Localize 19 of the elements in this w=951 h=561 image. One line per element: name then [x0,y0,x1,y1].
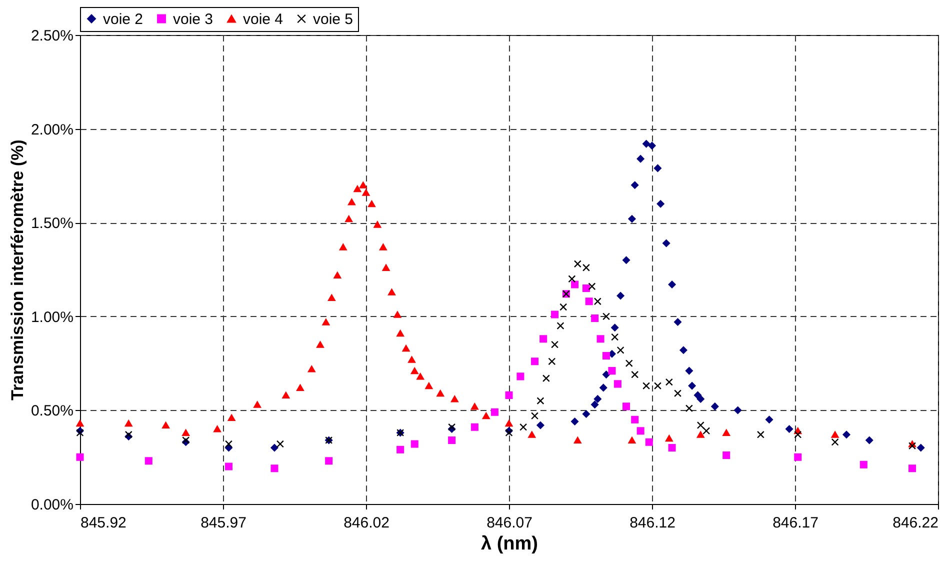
y-tick-label: 2.00% [30,121,74,138]
y-tick-label: 1.50% [30,215,74,232]
legend-label: voie 4 [243,10,284,28]
y-axis-title: Transmission interféromètre (%) [8,140,27,400]
x-tick-label: 846.22 [892,514,938,532]
y-tick-label: 1.00% [30,308,74,326]
x-axis-title: λ (nm) [481,534,538,554]
legend-label: voie 2 [103,10,144,28]
y-tick-label: 2.50% [30,28,74,44]
legend-label: voie 5 [313,10,354,28]
x-tick-label: 845.92 [80,514,126,532]
legend-label: voie 3 [173,10,214,28]
x-tick-label: 846.02 [344,514,390,532]
x-tick-label: 845.97 [200,514,246,532]
y-tick-label: 0.50% [30,402,74,420]
x-tick-label: 846.12 [630,514,676,532]
x-tick-label: 846.07 [486,514,532,532]
x-tick-label: 846.17 [772,514,818,532]
y-tick-label: 0.00% [30,496,74,514]
